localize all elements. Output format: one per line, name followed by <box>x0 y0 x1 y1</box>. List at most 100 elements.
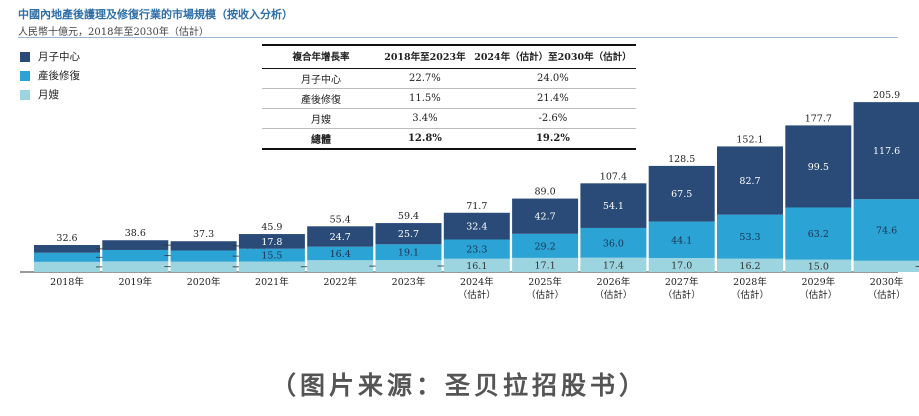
data-label: 42.7 <box>535 212 556 223</box>
bar-segment <box>34 245 100 253</box>
cagr-header: 2018年至2023年 <box>380 44 470 69</box>
data-label: 67.5 <box>671 189 692 200</box>
bar-segment <box>375 244 442 261</box>
data-label: 15.0 <box>808 261 829 272</box>
total-label: 32.6 <box>56 233 77 244</box>
table-cell: 24.0% <box>469 68 636 89</box>
data-label: 36.0 <box>603 238 624 249</box>
total-label: 71.7 <box>466 201 487 212</box>
data-label: 63.2 <box>808 229 829 240</box>
total-label: 177.7 <box>805 113 832 124</box>
table-cell: -2.6% <box>469 108 636 129</box>
legend-item-yuezizhongxin: 月子中心 <box>20 48 80 65</box>
legend-label: 產後修復 <box>38 70 80 82</box>
bar-segment <box>580 183 647 228</box>
total-label: 37.3 <box>193 229 214 240</box>
x-tick-label: 2029年 <box>801 276 835 288</box>
bar-segment <box>238 234 305 249</box>
bar-segment <box>102 261 169 272</box>
total-label: 55.4 <box>330 214 351 225</box>
bar-segment <box>307 260 374 272</box>
x-tick-label: 2026年 <box>597 276 631 288</box>
bar-segment <box>34 261 100 272</box>
data-label: 54.1 <box>603 201 624 212</box>
bar-segment <box>853 260 919 272</box>
bar-segment <box>170 241 237 251</box>
bar-segment <box>443 212 510 240</box>
bar-segment <box>102 249 169 262</box>
bar-segment <box>648 257 715 272</box>
x-tick-label: 2025年 <box>528 276 562 288</box>
chart-title: 中國內地產後護理及修復行業的市場規模（按收入分析） <box>18 8 293 21</box>
table-cell: 總體 <box>262 128 380 150</box>
bar-segment <box>375 260 442 272</box>
table-total-row: 總體 12.8% 19.2% <box>262 128 636 150</box>
legend-swatch <box>20 89 30 100</box>
data-label: 16.2 <box>739 261 760 272</box>
data-label: 17.4 <box>603 260 624 271</box>
image-source-caption: （图片来源：圣贝拉招股书） <box>270 371 648 400</box>
table-cell: 月子中心 <box>262 68 380 89</box>
data-label: 74.6 <box>876 225 897 236</box>
table-row: 產後修復 11.5% 21.4% <box>262 88 636 109</box>
data-label: 23.3 <box>466 245 487 256</box>
total-label: 107.4 <box>600 171 627 182</box>
bar-segment <box>238 248 305 262</box>
bar-segment <box>443 258 510 272</box>
title-divider <box>18 37 898 38</box>
bar-segment <box>648 221 715 258</box>
cagr-header-row: 複合年增長率 2018年至2023年 2024年（估計）至2030年（估計） <box>262 44 636 69</box>
data-label: 29.2 <box>535 241 556 252</box>
data-label: 117.6 <box>873 146 900 157</box>
table-cell: 19.2% <box>469 128 636 150</box>
bar-segment <box>580 227 647 258</box>
x-tick-label: 2020年 <box>187 276 221 288</box>
bar-segment <box>853 102 919 200</box>
bar-segment <box>102 240 169 250</box>
data-label: 19.1 <box>398 248 419 259</box>
data-label: 16.1 <box>466 261 487 272</box>
data-label: 82.7 <box>739 176 760 187</box>
bar-segment <box>34 252 100 262</box>
x-tick-sublabel: （估計） <box>799 289 837 301</box>
x-tick-sublabel: （估計） <box>594 289 632 301</box>
data-label: 17.1 <box>535 260 556 271</box>
x-tick-label: 2024年 <box>460 276 494 288</box>
total-label: 89.0 <box>535 187 556 198</box>
total-label: 38.6 <box>125 228 146 239</box>
legend-swatch <box>20 70 30 81</box>
bar-segment <box>717 146 783 215</box>
data-label: 17.0 <box>671 260 692 271</box>
stacked-bar-chart: 12.311.19.332.62018年12.913.811.838.62019… <box>20 90 919 301</box>
data-label: 32.4 <box>466 222 487 233</box>
legend-swatch <box>20 51 30 62</box>
bar-segment <box>717 214 783 259</box>
total-label: 45.9 <box>261 222 282 233</box>
x-tick-sublabel: （估計） <box>868 289 906 301</box>
bar-segment <box>307 226 374 247</box>
bar-segment <box>443 239 510 259</box>
bar-segment <box>512 198 579 234</box>
x-tick-sublabel: （估計） <box>663 289 701 301</box>
legend-label: 月嫂 <box>38 89 59 101</box>
legend-item-yuesao: 月嫂 <box>20 86 80 103</box>
bar-segment <box>717 258 783 272</box>
x-tick-label: 2022年 <box>323 276 357 288</box>
table-cell: 12.8% <box>380 128 470 150</box>
bar-segment <box>580 257 647 272</box>
total-label: 152.1 <box>736 134 763 145</box>
x-tick-label: 2030年 <box>870 276 904 288</box>
bar-segment <box>785 125 852 208</box>
table-cell: 月嫂 <box>262 108 380 129</box>
bar-segment <box>785 259 852 272</box>
table-cell: 3.4% <box>380 108 470 129</box>
table-cell: 22.7% <box>380 68 470 89</box>
data-label: 99.5 <box>808 162 829 173</box>
data-label: 25.7 <box>398 229 419 240</box>
x-tick-label: 2023年 <box>392 276 426 288</box>
table-row: 月嫂 3.4% -2.6% <box>262 108 636 129</box>
table-cell: 11.5% <box>380 88 470 109</box>
data-label: 15.5 <box>261 251 282 262</box>
bar-segment <box>512 233 579 258</box>
x-tick-sublabel: （估計） <box>731 289 769 301</box>
